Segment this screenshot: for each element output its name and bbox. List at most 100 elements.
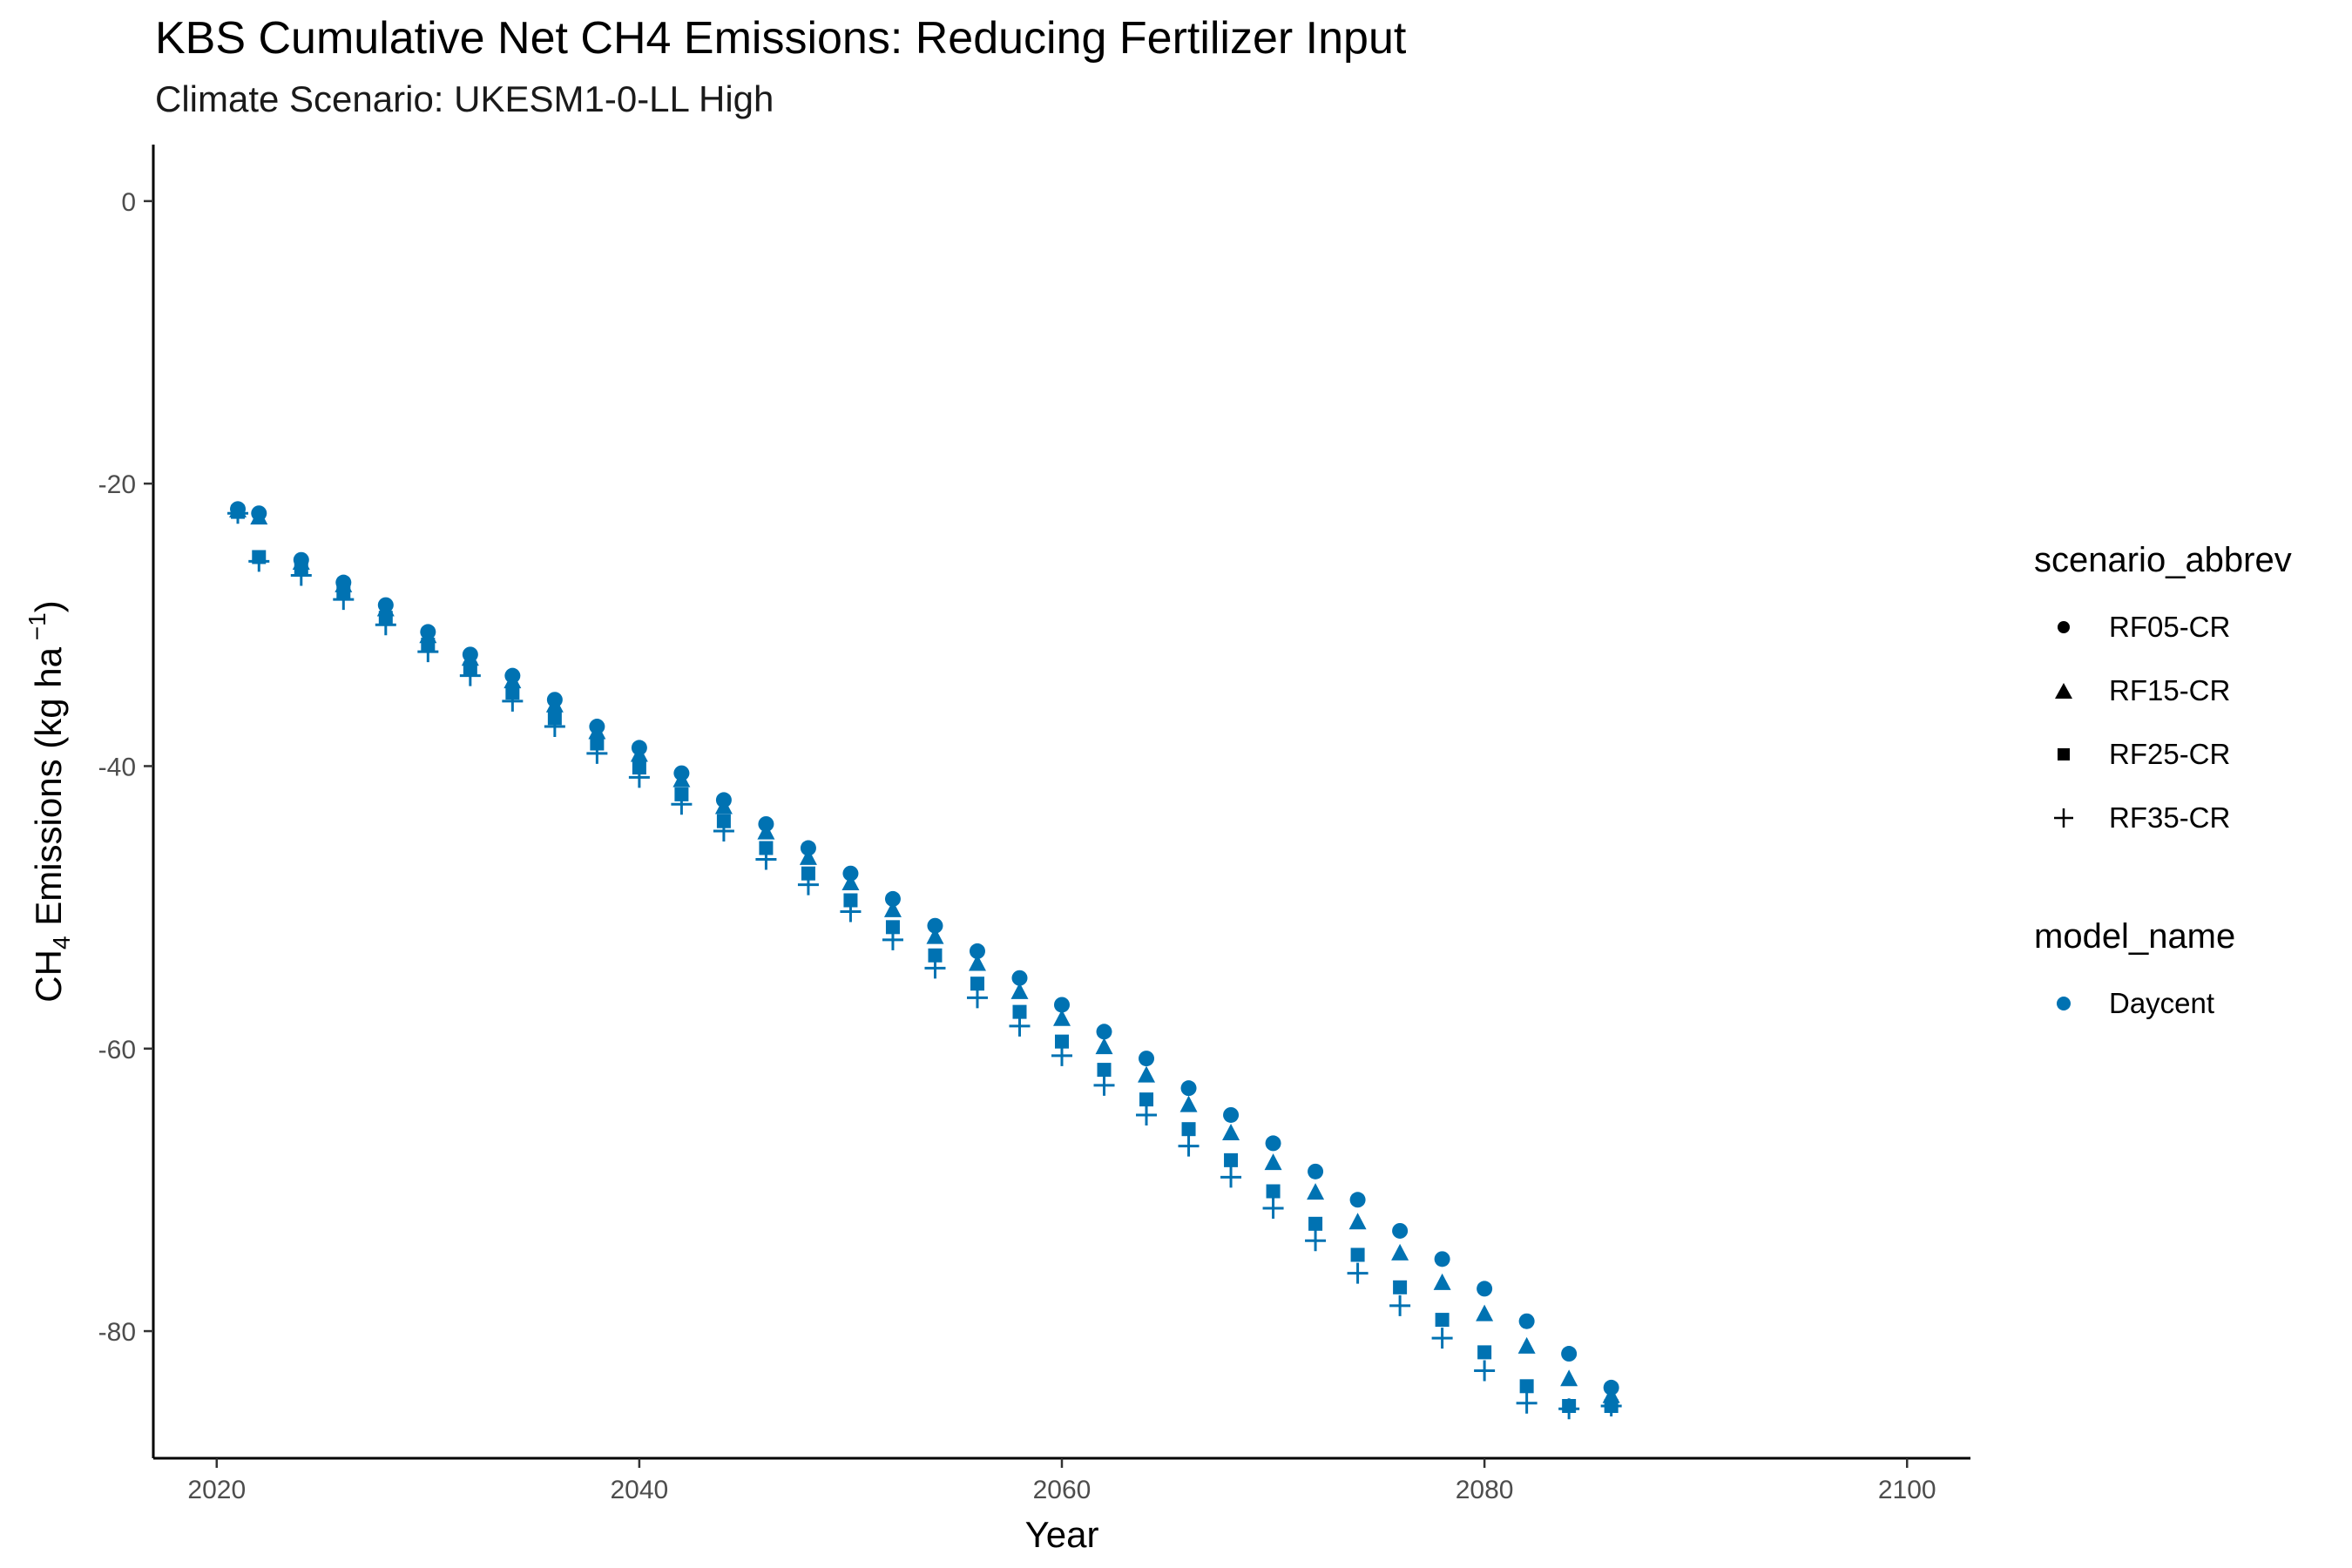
data-point-circle (1349, 1192, 1366, 1208)
x-tick-label: 2060 (1033, 1476, 1092, 1504)
legend-item-daycent: Daycent (2034, 971, 2292, 1035)
x-ticks: 2020 2040 2060 2080 2100 (187, 1458, 1936, 1504)
data-point-triangle (461, 649, 479, 666)
y-ticks: 0 -20 -40 -60 -80 (98, 188, 153, 1347)
legend-item-rf25: RF25-CR (2034, 722, 2292, 786)
x-tick-label: 2080 (1456, 1476, 1514, 1504)
circle-icon (2044, 608, 2083, 646)
data-point-plus (1051, 1044, 1072, 1066)
data-point-circle (1180, 1080, 1197, 1097)
data-point-square (928, 948, 943, 963)
data-point-square (1435, 1313, 1450, 1328)
chart-title: KBS Cumulative Net CH4 Emissions: Reduci… (155, 13, 1407, 64)
legend-item-rf15: RF15-CR (2034, 659, 2292, 722)
data-point-plus (882, 929, 903, 950)
data-point-plus (459, 665, 481, 686)
data-point-square (1139, 1092, 1154, 1107)
data-point-square (885, 920, 900, 935)
data-point-square (1012, 1004, 1027, 1019)
data-point-triangle (1391, 1243, 1409, 1260)
data-point-square (1055, 1034, 1069, 1049)
data-point-square (1393, 1280, 1408, 1294)
data-point-plus (797, 874, 819, 896)
x-axis-title: Year (1025, 1514, 1099, 1555)
legend-title-model: model_name (2034, 917, 2236, 956)
data-point-circle (800, 840, 816, 856)
data-point-triangle (1095, 1037, 1113, 1055)
data-point-plus (1136, 1104, 1158, 1125)
data-point-triangle (799, 848, 817, 865)
data-point-triangle (1348, 1213, 1367, 1230)
data-point-square (1224, 1152, 1239, 1167)
data-point-plus (1305, 1230, 1327, 1252)
data-point-circle (1477, 1281, 1493, 1297)
series-rf25-cr (231, 504, 1619, 1414)
data-point-plus (924, 957, 946, 979)
data-point-triangle (1010, 982, 1029, 999)
legend: scenario_abbrev RF05-CR RF15-CR RF25-CR … (2034, 536, 2292, 1035)
data-point-triangle (1476, 1304, 1494, 1321)
data-point-square (1308, 1216, 1323, 1231)
data-point-square (801, 866, 815, 881)
x-tick-label: 2040 (611, 1476, 669, 1504)
data-point-triangle (588, 722, 606, 740)
data-point-plus (333, 589, 355, 611)
y-axis-title-subscript: 4 (48, 936, 75, 950)
data-point-plus (671, 794, 693, 815)
data-point-circle (1265, 1135, 1281, 1152)
data-point-plus (1262, 1197, 1284, 1219)
plus-icon (2044, 799, 2083, 837)
data-point-square (1519, 1379, 1534, 1394)
data-point-circle (1392, 1222, 1409, 1239)
data-point-circle (1139, 1051, 1155, 1067)
data-point-plus (755, 848, 777, 870)
data-point-triangle (1433, 1273, 1451, 1290)
y-axis-title: CH4 Emissions (kg ha −1) (24, 600, 75, 1002)
y-axis-title-rest: Emissions (kg ha (28, 646, 69, 936)
legend-label: Daycent (2109, 986, 2215, 1019)
data-point-triangle (1222, 1124, 1240, 1141)
data-point-plus (290, 564, 312, 586)
data-point-plus (628, 767, 650, 788)
series-rf05-cr (230, 501, 1619, 1396)
legend-item-rf35: RF35-CR (2034, 786, 2292, 849)
data-point-plus (1474, 1360, 1496, 1382)
data-point-triangle (1517, 1336, 1536, 1354)
data-point-plus (544, 716, 565, 738)
data-point-triangle (1179, 1095, 1198, 1112)
data-point-triangle (926, 927, 944, 944)
data-point-circle (1011, 970, 1028, 986)
data-point-triangle (545, 695, 564, 713)
data-point-triangle (1602, 1386, 1620, 1403)
data-point-plus (1389, 1294, 1411, 1316)
data-point-triangle (672, 770, 691, 787)
y-tick-label: -40 (98, 753, 136, 781)
y-axis-title-superscript: −1 (24, 612, 51, 647)
square-icon (2044, 735, 2083, 774)
data-point-plus (1178, 1135, 1200, 1157)
data-point-triangle (630, 745, 648, 762)
x-tick-label: 2100 (1878, 1476, 1936, 1504)
series-rf15-cr (229, 500, 1620, 1403)
circle-icon (2044, 984, 2083, 1023)
data-point-square (1266, 1184, 1281, 1199)
data-point-plus (966, 987, 988, 1009)
data-point-triangle (883, 900, 902, 917)
data-point-square (970, 977, 984, 991)
data-point-circle (1308, 1163, 1324, 1179)
data-point-triangle (250, 508, 268, 525)
data-point-plus (840, 901, 862, 923)
y-axis-title-close: ) (28, 600, 69, 612)
data-point-plus (1516, 1392, 1538, 1414)
y-tick-label: -20 (98, 470, 136, 499)
data-point-circle (1518, 1313, 1535, 1329)
data-points (227, 500, 1622, 1420)
legend-title-scenario: scenario_abbrev (2034, 541, 2292, 579)
data-point-circle (1561, 1346, 1578, 1362)
data-point-square (1097, 1063, 1112, 1078)
data-point-square (1181, 1122, 1196, 1137)
data-point-plus (1093, 1074, 1115, 1096)
data-point-circle (927, 917, 943, 934)
data-point-circle (884, 890, 901, 907)
data-point-circle (1434, 1251, 1450, 1267)
